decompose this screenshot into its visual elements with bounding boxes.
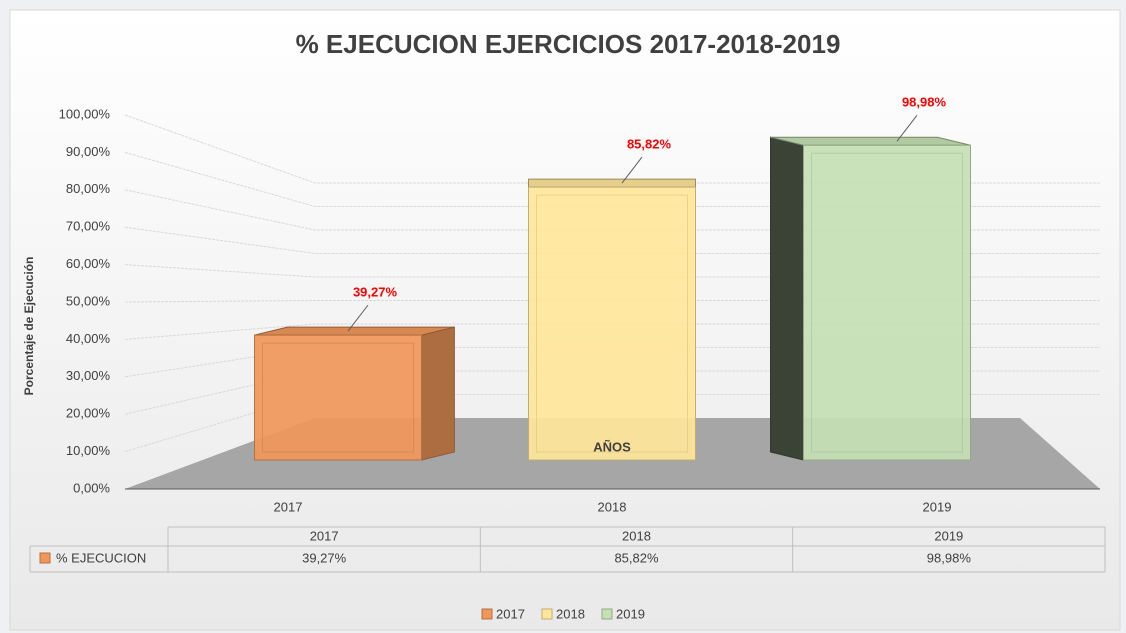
bar-top (254, 326, 455, 336)
legend-swatch (541, 608, 553, 620)
leader-line (896, 114, 918, 142)
x-axis-title: AÑOS (593, 439, 631, 454)
bar-top (770, 136, 971, 146)
bar-side (421, 326, 455, 461)
bar (803, 144, 971, 461)
data-table: % EJECUCION 2017 39,27% 2018 85,82% 2019 98,98… (29, 526, 1106, 621)
table-header: 2019 (934, 528, 963, 543)
data-label: 39,27% (353, 285, 398, 300)
chart-title: % EJECUCION EJERCICIOS 2017-2018-2019 (296, 29, 841, 59)
table-header: 2017 (310, 528, 339, 543)
legend-swatch (39, 552, 51, 564)
table-header: 2018 (622, 528, 651, 543)
bar-inner-edge (262, 342, 414, 453)
y-axis-title: Porcentaje de Ejecución (22, 257, 36, 396)
y-tick-label: 100,00% (59, 106, 111, 121)
leader-line (621, 156, 643, 184)
bar-side (770, 136, 804, 461)
y-tick-label: 0,00% (73, 480, 110, 495)
table-value: 85,82% (614, 550, 659, 565)
bar-inner-edge (811, 152, 963, 453)
legend-label: 2019 (616, 606, 645, 621)
y-tick-label: 40,00% (66, 331, 111, 346)
y-tick-label: 50,00% (66, 293, 111, 308)
bar (254, 334, 422, 461)
data-label: 85,82% (627, 137, 672, 152)
table-value: 39,27% (302, 550, 347, 565)
x-tick-label: 2018 (598, 499, 627, 514)
y-tick-label: 20,00% (66, 406, 111, 421)
x-tick-label: 2019 (923, 499, 952, 514)
legend-label: 2017 (496, 606, 525, 621)
data-label: 98,98% (902, 95, 947, 110)
y-tick-label: 30,00% (66, 368, 111, 383)
bar-top (528, 178, 696, 188)
legend-swatch (601, 608, 613, 620)
y-tick-label: 10,00% (66, 443, 111, 458)
legend-swatch (481, 608, 493, 620)
bar-inner-edge (536, 194, 688, 453)
table-value: 98,98% (927, 550, 972, 565)
y-tick-label: 70,00% (66, 219, 111, 234)
x-tick-label: 2017 (274, 499, 303, 514)
table-row-label: % EJECUCION (56, 550, 146, 565)
y-tick-label: 60,00% (66, 256, 111, 271)
legend-label: 2018 (556, 606, 585, 621)
y-tick-label: 80,00% (66, 181, 111, 196)
bars: 39,27% 85,82% 98,98% AÑOS (254, 95, 971, 461)
leader-line (347, 304, 369, 332)
bar (528, 186, 696, 461)
y-tick-label: 90,00% (66, 144, 111, 159)
